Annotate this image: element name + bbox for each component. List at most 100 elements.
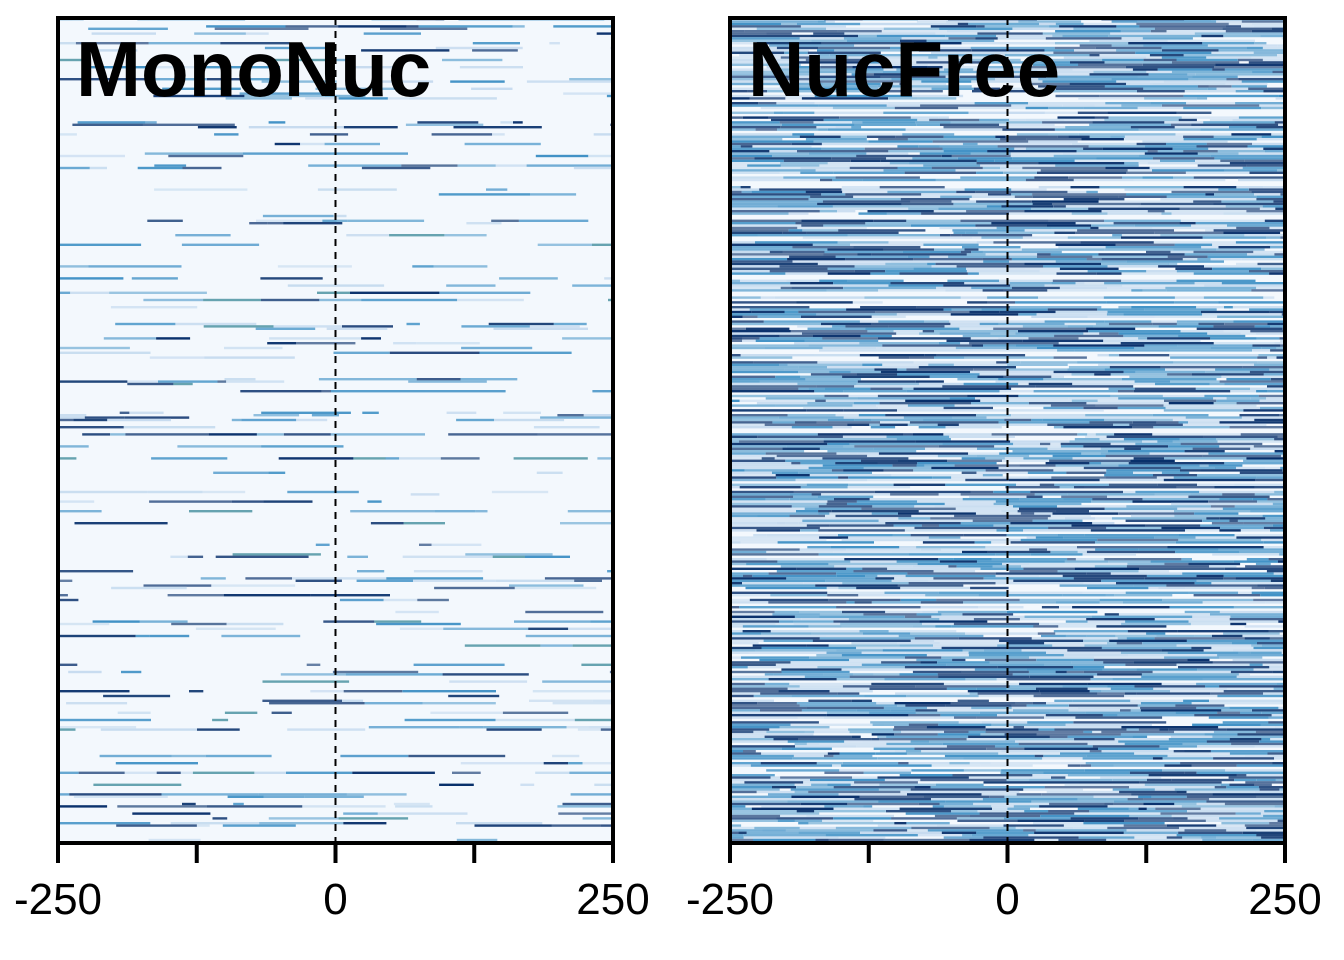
heatmap-cell <box>1211 754 1245 758</box>
heatmap-cell <box>1068 176 1122 179</box>
heatmap-cell <box>1197 483 1235 486</box>
heatmap-cell <box>730 361 754 364</box>
heatmap-cell <box>900 586 971 590</box>
heatmap-cell <box>1026 495 1043 498</box>
heatmap-cell <box>1255 562 1271 566</box>
heatmap-cell <box>818 553 909 556</box>
heatmap-cell <box>1092 730 1102 734</box>
heatmap-cell <box>730 524 807 527</box>
heatmap-cell <box>730 27 757 30</box>
heatmap-cell <box>837 30 882 33</box>
heatmap-cell <box>309 133 349 136</box>
heatmap-cell <box>444 234 487 237</box>
heatmap-cell <box>730 625 743 628</box>
heatmap-cell <box>730 778 810 782</box>
heatmap-cell <box>197 728 240 731</box>
heatmap-cell <box>1124 447 1141 450</box>
heatmap-cell <box>1183 135 1214 138</box>
heatmap-cell <box>730 121 780 124</box>
heatmap-cell <box>730 150 770 153</box>
heatmap-cell <box>859 795 924 798</box>
heatmap-cell <box>859 342 939 345</box>
heatmap-cell <box>1229 126 1257 129</box>
heatmap-cell <box>1111 44 1144 47</box>
heatmap-cell <box>870 272 900 275</box>
heatmap-cell <box>949 397 975 400</box>
heatmap-cell <box>833 171 905 174</box>
heatmap-cell <box>921 524 939 527</box>
heatmap-cell <box>1077 550 1087 554</box>
heatmap-cell <box>1107 212 1162 215</box>
heatmap-cell <box>978 606 1024 609</box>
heatmap-cell <box>730 754 794 758</box>
heatmap-cell <box>1170 690 1224 693</box>
heatmap-cell <box>1219 656 1263 659</box>
heatmap-cell <box>600 728 613 731</box>
heatmap-cell <box>1272 762 1285 765</box>
heatmap-cell <box>1005 486 1060 489</box>
heatmap-cell <box>1013 709 1069 712</box>
heatmap-cell <box>1057 116 1095 119</box>
heatmap-cell <box>847 486 911 489</box>
heatmap-cell <box>793 70 883 74</box>
heatmap-cell <box>945 800 1032 803</box>
heatmap-cell <box>784 51 808 54</box>
heatmap-cell <box>806 483 849 486</box>
heatmap-cell <box>794 615 820 618</box>
heatmap-cell <box>1239 414 1280 417</box>
heatmap-cell <box>1138 337 1148 340</box>
heatmap-cell <box>1218 548 1285 551</box>
heatmap-cell <box>389 351 480 354</box>
heatmap-cell <box>826 27 884 30</box>
heatmap-cell <box>1253 646 1285 650</box>
heatmap-cell <box>892 534 911 537</box>
heatmap-cell <box>460 378 518 381</box>
heatmap-cell <box>1162 394 1205 398</box>
heatmap-cell <box>1184 253 1247 256</box>
heatmap-cell <box>892 464 917 467</box>
heatmap-cell <box>730 517 803 520</box>
heatmap-cell <box>1069 704 1138 707</box>
heatmap-cell <box>802 229 839 232</box>
heatmap-cell <box>1001 205 1054 208</box>
heatmap-cell <box>829 512 872 515</box>
heatmap-cell <box>583 414 613 417</box>
heatmap-cell <box>799 826 836 830</box>
heatmap-cell <box>261 411 351 414</box>
heatmap-cell <box>871 738 880 741</box>
heatmap-cell <box>1074 738 1115 741</box>
heatmap-cell <box>810 778 885 782</box>
heatmap-cell <box>1150 80 1164 83</box>
heatmap-cell <box>880 75 946 78</box>
heatmap-cell <box>969 495 1027 498</box>
heatmap-cell <box>1107 286 1166 290</box>
heatmap-cell <box>730 200 823 203</box>
heatmap-cell <box>1152 157 1215 160</box>
heatmap-cell <box>1275 97 1285 100</box>
heatmap-cell <box>1080 241 1154 244</box>
heatmap-cell <box>1084 486 1177 489</box>
heatmap-cell <box>535 771 570 774</box>
heatmap-cell <box>960 342 970 345</box>
heatmap-cell <box>58 622 110 626</box>
heatmap-cell <box>1166 584 1258 587</box>
heatmap-cell <box>1010 154 1054 158</box>
heatmap-cell <box>1224 306 1233 309</box>
heatmap-cell <box>730 207 820 210</box>
heatmap-cell <box>1039 805 1108 808</box>
heatmap-cell <box>364 702 423 705</box>
heatmap-cell <box>1118 512 1195 515</box>
heatmap-cell <box>1187 73 1196 76</box>
heatmap-cell <box>730 258 788 261</box>
heatmap-cell <box>1191 702 1282 705</box>
heatmap-cell <box>574 579 602 582</box>
heatmap-cell <box>839 752 876 755</box>
heatmap-cell <box>475 510 488 513</box>
heatmap-cell <box>1125 663 1177 666</box>
heatmap-cell <box>803 781 855 784</box>
heatmap-cell <box>958 721 982 724</box>
heatmap-cell <box>782 747 832 750</box>
heatmap-cell <box>499 277 558 280</box>
heatmap-cell <box>532 690 612 693</box>
heatmap-cell <box>899 673 938 676</box>
